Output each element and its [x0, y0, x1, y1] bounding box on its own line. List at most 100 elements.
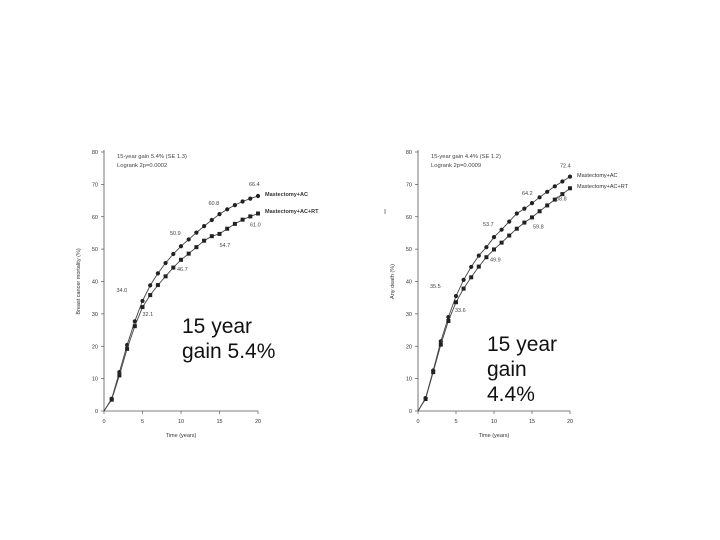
data-point-square: [423, 397, 428, 402]
data-point-circle: [225, 207, 230, 212]
y-tick-label: 60: [406, 215, 412, 221]
data-point-circle: [217, 212, 222, 217]
data-point-square: [454, 300, 458, 305]
data-label: 32.1: [143, 312, 154, 318]
data-point-circle: [476, 253, 481, 258]
caption-line: 15 year: [487, 333, 558, 356]
data-point-square: [431, 370, 436, 375]
left-gain-caption: 15 year gain 5.4%: [182, 314, 300, 364]
x-tick-label: 5: [454, 419, 457, 425]
y-tick-label: 0: [409, 409, 412, 415]
caption-line: gain 5.4%: [182, 340, 276, 363]
x-tick-label: 10: [491, 419, 497, 425]
data-label: 33.6: [455, 308, 466, 314]
x-tick-label: 15: [216, 419, 222, 425]
caption-line: 4.4%: [487, 383, 535, 406]
y-tick-label: 50: [406, 247, 412, 253]
y-tick-label: 30: [406, 312, 412, 318]
y-tick-label: 20: [92, 344, 98, 350]
data-point-square: [240, 217, 245, 222]
y-tick-label: 70: [406, 182, 412, 188]
data-point-circle: [545, 189, 550, 194]
data-point-circle: [560, 179, 565, 184]
y-tick-label: 10: [92, 377, 98, 383]
data-label: 49.9: [490, 257, 501, 263]
y-tick-label: 50: [92, 247, 98, 253]
data-point-square: [155, 283, 160, 288]
data-point-circle: [507, 219, 512, 224]
y-tick-label: 30: [92, 312, 98, 318]
data-label: 61.0: [250, 223, 261, 229]
data-point-circle: [232, 202, 237, 208]
chart-panel-1: 0 10 20 30 40 50 60 70 80 0 5 10 15 20 Time (years) Bre…: [76, 150, 319, 439]
data-label: 34.0: [117, 288, 128, 294]
data-point-circle: [499, 227, 504, 232]
data-point-square: [560, 192, 565, 197]
data-point-square: [179, 257, 183, 262]
legend-label: Mastectomy+AC+RT: [265, 209, 319, 215]
x-tick-label: 5: [141, 419, 144, 425]
data-point-square: [202, 238, 207, 243]
data-label: 53.7: [483, 222, 494, 228]
data-point-square: [109, 397, 114, 402]
data-point-circle: [537, 195, 542, 200]
data-point-circle: [491, 235, 497, 240]
data-point-square: [492, 247, 496, 252]
data-point-circle: [529, 201, 535, 206]
data-point-square: [552, 197, 557, 202]
data-label: 68.8: [556, 196, 567, 202]
data-point-circle: [255, 193, 261, 199]
data-point-circle: [178, 244, 184, 249]
data-point-circle: [155, 271, 160, 276]
legend-label: Mastectomy+AC+RT: [577, 184, 629, 190]
data-point-square: [484, 255, 489, 260]
data-point-square: [148, 293, 153, 298]
data-point-circle: [202, 224, 207, 229]
data-point-square: [186, 251, 191, 256]
y-tick-label: 40: [406, 280, 412, 286]
data-point-square: [194, 245, 199, 250]
y-tick-label: 60: [92, 215, 98, 221]
caption-line: gain: [487, 358, 527, 381]
data-point-circle: [567, 174, 573, 179]
y-tick-label: 40: [92, 280, 98, 286]
x-tick-label: 0: [102, 419, 105, 425]
data-point-circle: [484, 245, 489, 250]
data-point-circle: [163, 260, 168, 266]
data-point-square: [256, 211, 260, 216]
data-point-circle: [514, 211, 519, 216]
data-label: 66.4: [249, 182, 260, 188]
data-point-square: [132, 324, 137, 329]
data-point-square: [545, 203, 550, 208]
x-axis-label: Time (years): [166, 433, 197, 439]
x-tick-label: 10: [178, 419, 184, 425]
data-label: 35.5: [430, 284, 441, 290]
data-point-square: [537, 209, 542, 214]
chart-annotation: 15-year gain 4.4% (SE 1.2): [431, 154, 501, 160]
data-label: 54.7: [220, 243, 231, 249]
y-axis-label: Any death (%): [390, 264, 396, 299]
data-point-square: [469, 275, 474, 280]
data-point-circle: [209, 217, 214, 223]
data-label: 64.2: [522, 191, 533, 197]
y-tick-label: 20: [406, 344, 412, 350]
data-point-square: [217, 231, 222, 236]
data-point-circle: [140, 298, 145, 304]
data-label: 50.9: [170, 231, 181, 237]
data-label: 72.4: [560, 164, 571, 170]
data-point-circle: [148, 283, 153, 288]
data-point-square: [446, 318, 451, 323]
chart-annotation: 15-year gain 5.4% (SE 1.3): [117, 154, 187, 160]
data-point-circle: [248, 196, 253, 201]
data-point-circle: [132, 319, 137, 324]
data-point-square: [225, 226, 230, 231]
chart-annotation: Logrank 2p=0.0009: [431, 163, 481, 169]
data-point-square: [248, 214, 253, 219]
series-line: [103, 195, 259, 412]
data-point-square: [507, 233, 512, 238]
data-point-square: [530, 215, 534, 220]
legend-label: Mastectomy+AC: [577, 173, 618, 179]
x-axis-label: Time (years): [479, 433, 510, 439]
data-point-circle: [461, 277, 466, 282]
